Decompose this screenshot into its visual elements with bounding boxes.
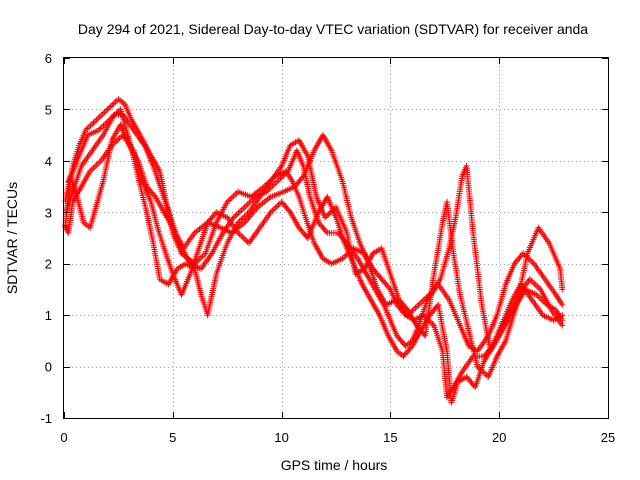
y-tick-label: 3 [45,205,52,220]
y-tick-label: 2 [45,257,52,272]
y-tick-label: 1 [45,308,52,323]
data-point [386,285,393,291]
y-axis: -1 0 1 2 3 4 5 6 [40,51,608,426]
y-tick-label: -1 [40,411,52,426]
series-track-4 [62,121,566,355]
x-axis: 0 5 10 15 20 25 [60,58,615,445]
chart-title: Day 294 of 2021, Sidereal Day-to-day VTE… [78,21,588,37]
y-axis-title: SDTVAR / TECUs [4,182,20,294]
y-tick-label: 6 [45,51,52,66]
data-point [559,286,566,293]
data-point [559,312,566,319]
y-tick-label: 5 [45,102,52,117]
x-tick-label: 10 [274,430,288,445]
plot-frame [63,57,609,419]
x-tick-label: 5 [169,430,176,445]
chart-marks [62,96,566,406]
x-axis-title: GPS time / hours [281,457,388,473]
x-tick-label: 20 [492,430,506,445]
data-point [559,301,566,308]
y-tick-label: 4 [45,154,52,169]
data-point [559,322,566,329]
x-tick-label: 0 [60,430,67,445]
x-tick-label: 25 [601,430,615,445]
x-tick-label: 15 [383,430,397,445]
y-tick-label: 0 [45,360,52,375]
series-track-5 [62,132,566,406]
